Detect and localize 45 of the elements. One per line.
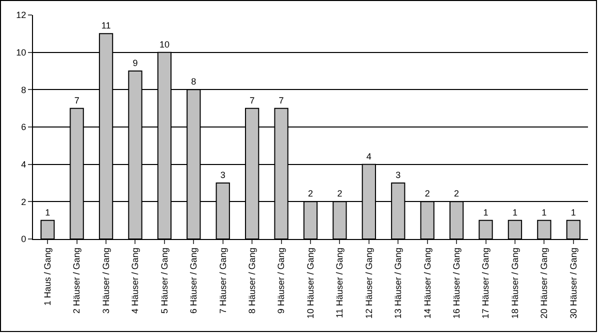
y-tick-label: 6 bbox=[21, 122, 26, 132]
y-tick-label: 4 bbox=[21, 159, 26, 170]
data-label: 7 bbox=[74, 95, 80, 106]
data-label: 7 bbox=[250, 95, 255, 106]
data-label: 2 bbox=[454, 188, 460, 199]
data-label: 11 bbox=[101, 20, 111, 31]
x-tick-label: 17 Häuser / Gang bbox=[480, 248, 491, 319]
data-label: 2 bbox=[308, 188, 314, 199]
data-label: 1 bbox=[542, 207, 547, 218]
x-tick-label: 16 Häuser / Gang bbox=[451, 248, 462, 319]
x-tick-label: 9 Häuser / Gang bbox=[276, 248, 286, 314]
x-tick-label: 10 Häuser / Gang bbox=[305, 248, 316, 319]
data-label: 8 bbox=[191, 76, 196, 87]
data-label: 9 bbox=[132, 58, 138, 68]
x-tick-label: 4 Häuser / Gang bbox=[130, 248, 140, 314]
data-label: 1 bbox=[45, 207, 50, 218]
data-label: 7 bbox=[278, 95, 284, 106]
x-tick-label: 2 Häuser / Gang bbox=[72, 248, 82, 314]
y-tick-label: 10 bbox=[16, 47, 26, 58]
data-label: 10 bbox=[159, 39, 170, 50]
x-tick-label: 5 Häuser / Gang bbox=[159, 248, 170, 314]
x-tick-label: 11 Häuser / Gang bbox=[334, 248, 345, 318]
x-tick-label: 8 Häuser / Gang bbox=[247, 248, 258, 314]
x-tick-label: 18 Häuser / Gang bbox=[510, 248, 520, 319]
y-tick-label: 8 bbox=[21, 84, 26, 95]
y-tick-label: 12 bbox=[16, 10, 26, 20]
x-tick-label: 13 Häuser / Gang bbox=[393, 248, 404, 319]
x-tick-label: 12 Häuser / Gang bbox=[364, 248, 374, 319]
y-tick-label: 2 bbox=[21, 196, 26, 207]
data-label: 1 bbox=[570, 207, 576, 218]
x-tick-label: 20 Häuser / Gang bbox=[539, 248, 550, 319]
data-label: 2 bbox=[337, 188, 342, 199]
x-tick-label: 30 Häuser / Gang bbox=[568, 248, 578, 319]
data-label: 4 bbox=[366, 151, 372, 162]
y-tick-label: 0 bbox=[21, 234, 26, 244]
data-label: 3 bbox=[220, 170, 226, 180]
x-tick-label: 1 Haus / Gang bbox=[42, 248, 53, 306]
x-tick-label: 6 Häuser / Gang bbox=[188, 248, 199, 314]
data-label: 1 bbox=[512, 207, 518, 218]
x-tick-label: 14 Häuser / Gang bbox=[422, 248, 432, 319]
x-tick-label: 7 Häuser / Gang bbox=[218, 248, 228, 314]
data-label: 3 bbox=[396, 170, 401, 180]
data-label: 1 bbox=[483, 207, 488, 218]
data-label: 2 bbox=[424, 188, 430, 199]
x-tick-label: 3 Häuser / Gang bbox=[100, 248, 111, 314]
